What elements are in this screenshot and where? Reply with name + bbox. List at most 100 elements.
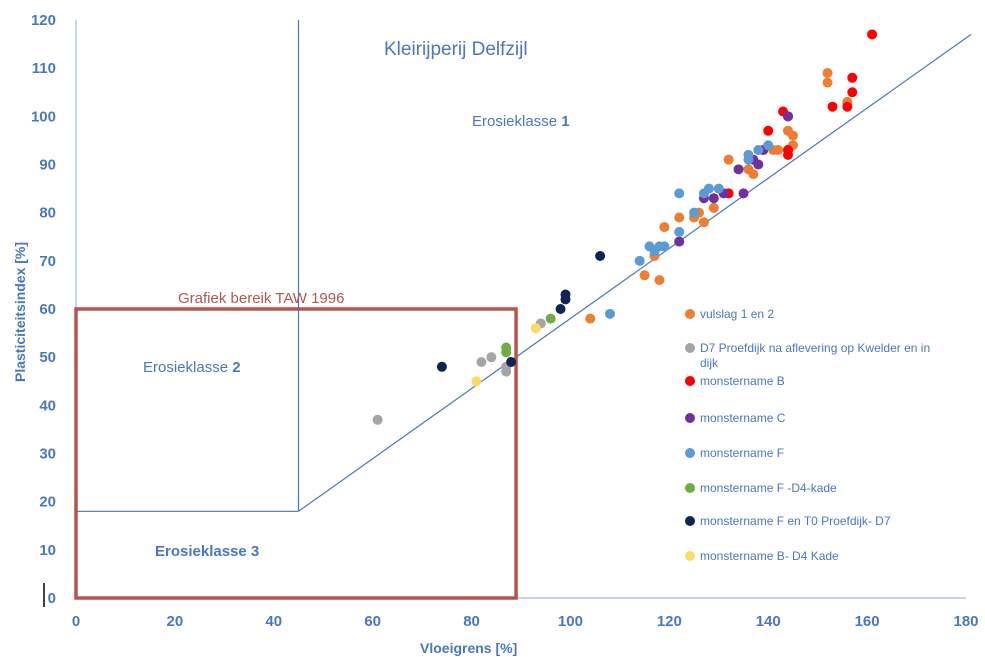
x-tick-label: 80	[463, 613, 480, 630]
x-tick-label: 0	[72, 613, 80, 630]
y-tick-label: 20	[39, 494, 56, 511]
data-point-series-4	[738, 188, 749, 199]
data-point-series-5	[713, 183, 724, 194]
legend-marker	[685, 483, 695, 493]
data-point-series-1	[698, 217, 709, 228]
y-tick-label: 80	[39, 205, 56, 222]
data-point-series-5	[659, 241, 670, 252]
data-point-series-6	[501, 347, 512, 358]
y-tick-label: 10	[39, 542, 56, 559]
y-tick-labels: 0 10 20 30 40 50 60 70 80 90 100 110 120	[31, 12, 56, 607]
x-tick-label: 20	[167, 613, 184, 630]
data-point-series-1	[822, 77, 833, 88]
data-point-series-8	[471, 376, 482, 387]
x-tick-label: 120	[657, 613, 682, 630]
data-point-series-1	[654, 275, 665, 286]
data-point-series-5	[763, 140, 774, 151]
data-point-series-3	[763, 125, 774, 136]
legend-marker	[685, 343, 695, 353]
x-axis-title: Vloeigrens [%]	[420, 640, 517, 656]
legend-label: monstername F en T0 Proefdijk- D7	[700, 514, 891, 528]
data-point-series-1	[585, 313, 596, 324]
data-point-series-5	[605, 308, 615, 319]
data-point-series-1	[822, 67, 833, 78]
data-point-series-3	[827, 101, 838, 112]
data-point-series-1	[748, 169, 759, 180]
legend-marker	[685, 309, 695, 319]
data-point-series-3	[847, 72, 858, 83]
legend-label: monstername F -D4-kade	[700, 481, 837, 495]
data-point-series-3	[842, 101, 853, 112]
data-point-series-3	[783, 145, 793, 156]
x-tick-label: 160	[855, 613, 880, 630]
data-point-series-5	[634, 255, 645, 266]
data-point-series-2	[476, 356, 487, 367]
data-point-series-4	[708, 193, 719, 204]
x-tick-labels: 0 20 40 60 80 100 120 140 160 180	[72, 613, 979, 630]
legend-label: vulslag 1 en 2	[700, 307, 774, 321]
data-point-series-5	[674, 226, 685, 237]
data-point-series-1	[723, 154, 734, 165]
data-point-series-4	[674, 236, 685, 247]
data-point-series-5	[743, 149, 754, 160]
data-point-series-5	[753, 145, 764, 156]
legend-marker	[685, 516, 695, 526]
data-point-series-1	[659, 222, 670, 233]
y-tick-label: 110	[32, 60, 56, 77]
y-tick-label: 100	[31, 108, 56, 125]
x-tick-label: 180	[953, 613, 978, 630]
y-tick-label: 40	[39, 397, 56, 414]
y-tick-label: 30	[39, 446, 56, 463]
data-point-series-7	[555, 304, 566, 314]
data-point-series-3	[867, 29, 878, 40]
data-point-series-1	[674, 212, 685, 223]
legend-label: monstername C	[700, 411, 786, 425]
zone-label-erosieklasse-3: Erosieklasse 3	[155, 543, 259, 560]
legend-marker	[685, 413, 695, 423]
zone-label-erosieklasse-2: Erosieklasse 2	[143, 359, 241, 376]
data-point-series-4	[783, 111, 793, 122]
legend-marker	[685, 376, 695, 386]
data-point-series-4	[753, 159, 764, 170]
x-tick-label: 60	[364, 613, 381, 630]
data-point-series-7	[595, 251, 606, 262]
data-point-series-7	[506, 356, 517, 367]
data-point-series-3	[847, 87, 858, 98]
legend-label: monstername B- D4 Kade	[700, 549, 839, 563]
data-point-series-5	[703, 183, 714, 194]
y-tick-label: 70	[39, 253, 56, 270]
y-tick-label: 120	[31, 12, 56, 29]
data-point-series-7	[436, 361, 447, 372]
data-point-series-4	[733, 164, 744, 175]
x-tick-label: 100	[558, 613, 583, 630]
data-point-series-2	[486, 352, 497, 363]
x-tick-label: 140	[756, 613, 781, 630]
legend-label: monstername B	[700, 374, 785, 388]
legend: vulslag 1 en 2 D7 Proefdijk na aflevering…	[685, 307, 930, 563]
taw-range-box	[74, 307, 518, 600]
data-point-series-5	[674, 188, 685, 199]
data-point-series-1	[773, 145, 784, 156]
data-point-series-1	[708, 202, 719, 213]
data-point-series-7	[560, 289, 571, 300]
data-points	[372, 29, 878, 425]
y-axis-title: Plasticiteitsindex [%]	[12, 242, 28, 382]
legend-label: monstername F	[700, 446, 784, 460]
y-tick-label: 50	[39, 349, 56, 366]
legend-label: D7 Proefdijk na aflevering op Kwelder en…	[700, 341, 930, 370]
data-point-series-6	[545, 313, 556, 324]
boundary-line	[298, 33, 972, 512]
zone-label-erosieklasse-1: Erosieklasse 1	[472, 113, 570, 130]
data-point-series-5	[689, 207, 700, 218]
taw-range-label: Grafiek bereik TAW 1996	[178, 290, 344, 307]
y-tick-label: 60	[39, 301, 56, 318]
y-tick-label: 90	[39, 157, 56, 174]
y-tick-label: 0	[48, 590, 56, 607]
legend-marker	[685, 551, 695, 561]
chart-title: Kleirijperij Delfzijl	[384, 39, 528, 60]
erosion-class-boundaries	[76, 20, 972, 512]
data-point-series-1	[787, 130, 798, 141]
data-point-series-1	[639, 270, 650, 281]
data-point-series-2	[372, 414, 383, 425]
